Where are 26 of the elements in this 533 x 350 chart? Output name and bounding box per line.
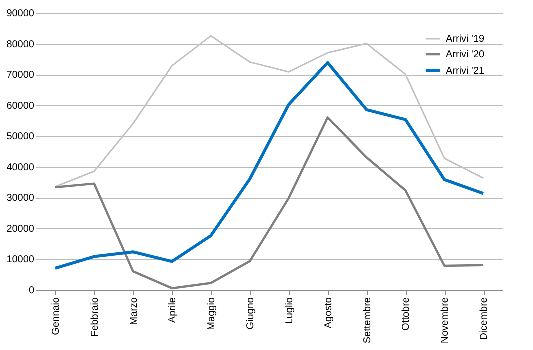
x-tick-label: Novembre [440,297,452,344]
x-tick-label: Ottobre [401,297,412,331]
legend-label: Arrivi '20 [446,50,486,60]
x-tick-label: Maggio [206,297,218,330]
line-series [54,61,486,270]
x-tick-label: Dicembre [479,297,490,340]
legend-label: Arrivi '21 [446,66,486,77]
x-tick-label: Febbraio [90,297,101,337]
x-tick-label: Gennaio [50,297,62,336]
y-tick-label: 80000 [6,39,35,50]
y-tick-label: 0 [28,286,35,296]
x-tick-label: Giugno [246,297,257,330]
y-tick-label: 70000 [6,70,35,82]
x-tick-label: Marzo [128,297,140,326]
y-tick-label: 60000 [6,100,35,112]
x-tick-label: Settembre [362,297,374,344]
x-tick-label: Aprile [168,297,179,324]
y-tick-label: 20000 [6,224,35,235]
x-tick-label: Agosto [323,297,334,329]
y-tick-label: 50000 [6,132,35,143]
y-tick-label: 30000 [6,193,35,204]
legend-label: Arrivi '19 [446,34,486,45]
x-tick-label: Luglio [284,297,296,324]
y-tick-label: 40000 [6,162,35,174]
y-tick-label: 10000 [6,254,35,266]
y-tick-label: 90000 [6,8,35,20]
